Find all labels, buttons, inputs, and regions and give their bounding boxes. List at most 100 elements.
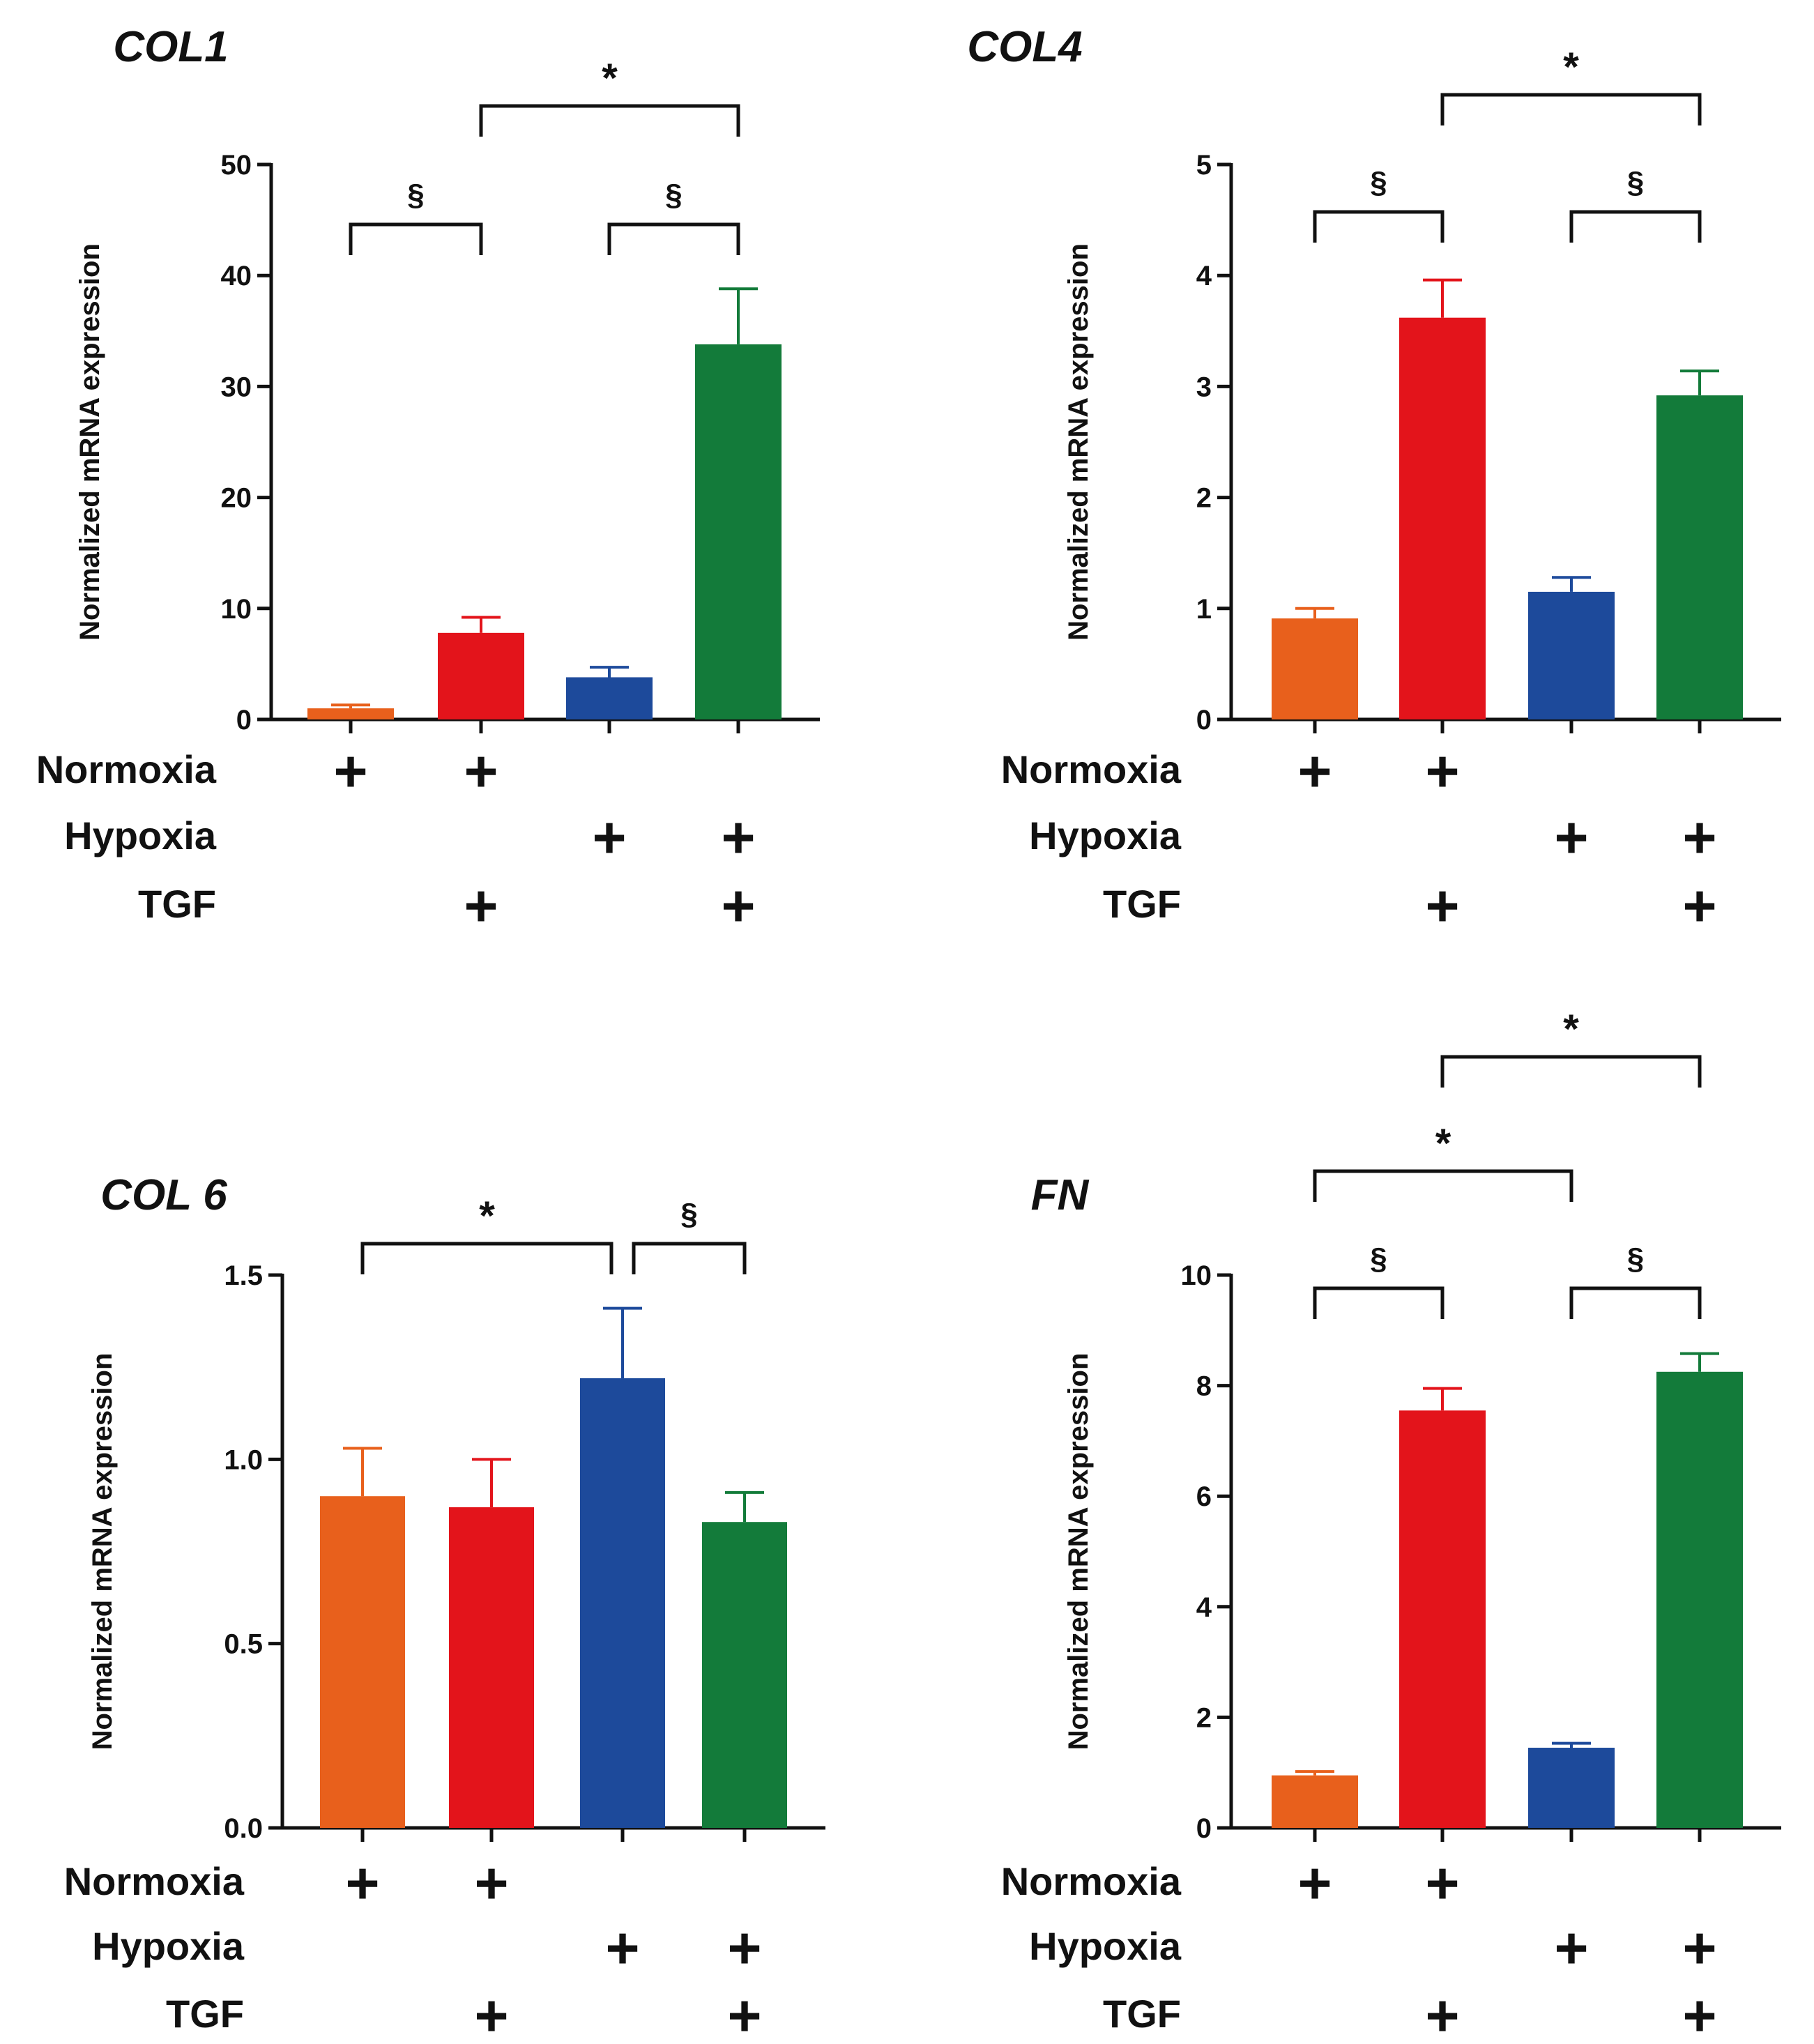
y-tick-label: 50 bbox=[221, 150, 252, 181]
significance-bracket bbox=[360, 1242, 613, 1274]
condition-plus-marker: + bbox=[1554, 1915, 1588, 1981]
condition-plus-marker: + bbox=[721, 804, 755, 870]
bar bbox=[1272, 618, 1358, 719]
bar bbox=[1656, 395, 1743, 719]
significance-bracket bbox=[1440, 93, 1702, 125]
significance-label: § bbox=[1627, 1242, 1644, 1276]
bar bbox=[449, 1507, 534, 1828]
y-tick-label: 5 bbox=[1196, 150, 1212, 181]
y-tick-label: 6 bbox=[1196, 1481, 1212, 1512]
significance-label: * bbox=[1435, 1121, 1451, 1166]
significance-bracket bbox=[1313, 1286, 1445, 1319]
condition-row-label: Normoxia bbox=[64, 1859, 245, 1903]
condition-plus-marker: + bbox=[474, 1850, 508, 1916]
condition-row-label: Hypoxia bbox=[64, 814, 217, 857]
condition-plus-marker: + bbox=[1425, 1983, 1459, 2044]
y-tick-label: 40 bbox=[221, 261, 252, 291]
bar bbox=[307, 708, 394, 719]
significance-bracket bbox=[1313, 1169, 1573, 1202]
condition-plus-marker: + bbox=[1682, 804, 1716, 870]
condition-plus-marker: + bbox=[1297, 738, 1332, 804]
significance-bracket bbox=[479, 104, 740, 137]
significance-bracket bbox=[632, 1242, 747, 1274]
significance-bracket bbox=[1440, 1055, 1702, 1088]
y-tick-label: 20 bbox=[221, 483, 252, 514]
condition-plus-marker: + bbox=[474, 1983, 508, 2044]
y-tick-label: 1.5 bbox=[224, 1260, 263, 1291]
condition-row-label: TGF bbox=[138, 882, 216, 926]
condition-plus-marker: + bbox=[1425, 1850, 1459, 1916]
condition-row-label: Hypoxia bbox=[1029, 1924, 1182, 1968]
y-tick-label: 0 bbox=[1196, 1813, 1212, 1844]
y-tick-label: 10 bbox=[1181, 1260, 1212, 1291]
bar bbox=[566, 677, 653, 719]
bar bbox=[1528, 591, 1615, 719]
condition-plus-marker: + bbox=[464, 873, 498, 938]
bar bbox=[1399, 1410, 1486, 1828]
significance-label: § bbox=[680, 1197, 697, 1231]
y-tick-label: 0 bbox=[1196, 705, 1212, 735]
condition-plus-marker: + bbox=[1425, 873, 1459, 938]
condition-plus-marker: + bbox=[1554, 804, 1588, 870]
y-tick-label: 10 bbox=[221, 594, 252, 625]
chart-title: COL1 bbox=[113, 23, 228, 71]
y-axis-label: Normalized mRNA expression bbox=[1063, 1353, 1094, 1751]
condition-plus-marker: + bbox=[1425, 738, 1459, 804]
condition-plus-marker: + bbox=[1682, 1983, 1716, 2044]
significance-label: § bbox=[1627, 165, 1644, 199]
y-tick-label: 8 bbox=[1196, 1371, 1212, 1402]
chart-title: COL4 bbox=[967, 23, 1082, 71]
bar bbox=[695, 344, 782, 719]
y-tick-label: 0.0 bbox=[224, 1813, 263, 1844]
significance-label: * bbox=[1563, 1007, 1579, 1052]
bar bbox=[1656, 1371, 1743, 1828]
condition-plus-marker: + bbox=[727, 1983, 761, 2044]
condition-row-label: TGF bbox=[166, 1992, 244, 2036]
chart-panel-3: COL 6 Normalized mRNA expression 0.0 0.5 1.0… bbox=[64, 1171, 825, 2044]
bar bbox=[1272, 1775, 1358, 1828]
condition-row-label: Normoxia bbox=[36, 747, 217, 791]
bar bbox=[1399, 317, 1486, 719]
significance-label: § bbox=[665, 178, 682, 212]
y-tick-label: 3 bbox=[1196, 372, 1212, 402]
condition-plus-marker: + bbox=[605, 1915, 639, 1981]
bar bbox=[438, 632, 524, 719]
condition-row-label: Hypoxia bbox=[92, 1924, 245, 1968]
significance-label: § bbox=[1370, 1242, 1387, 1276]
bar bbox=[702, 1522, 787, 1828]
chart-panel-1: COL1 Normalized mRNA expression 0 10 20 30 40 5… bbox=[36, 23, 820, 938]
condition-plus-marker: + bbox=[1682, 873, 1716, 938]
bar bbox=[1528, 1748, 1615, 1828]
y-tick-label: 1 bbox=[1196, 594, 1212, 625]
bar bbox=[580, 1378, 665, 1828]
significance-bracket bbox=[349, 222, 483, 255]
y-tick-label: 1.0 bbox=[224, 1444, 263, 1475]
y-tick-label: 2 bbox=[1196, 1702, 1212, 1733]
condition-plus-marker: + bbox=[333, 738, 367, 804]
y-tick-label: 0.5 bbox=[224, 1629, 263, 1660]
condition-plus-marker: + bbox=[721, 873, 755, 938]
y-axis-label: Normalized mRNA expression bbox=[75, 243, 105, 641]
chart-title: FN bbox=[1031, 1171, 1090, 1219]
significance-bracket bbox=[1313, 210, 1445, 243]
y-tick-label: 0 bbox=[236, 705, 252, 735]
chart-title: COL 6 bbox=[100, 1171, 227, 1219]
condition-plus-marker: + bbox=[345, 1850, 379, 1916]
condition-row-label: Hypoxia bbox=[1029, 814, 1182, 857]
y-tick-label: 4 bbox=[1196, 261, 1212, 291]
condition-row-label: TGF bbox=[1103, 1992, 1181, 2036]
significance-label: * bbox=[602, 56, 618, 101]
y-axis-label: Normalized mRNA expression bbox=[87, 1353, 118, 1751]
condition-plus-marker: + bbox=[464, 738, 498, 804]
y-tick-label: 2 bbox=[1196, 483, 1212, 514]
y-tick-label: 30 bbox=[221, 372, 252, 402]
significance-label: § bbox=[1370, 165, 1387, 199]
condition-row-label: Normoxia bbox=[1001, 1859, 1182, 1903]
significance-bracket bbox=[607, 222, 740, 255]
bar bbox=[320, 1496, 405, 1828]
condition-plus-marker: + bbox=[592, 804, 626, 870]
significance-bracket bbox=[1569, 210, 1702, 243]
chart-panel-4: FN Normalized mRNA expression 0 2 4 6 8 10 § § * * N… bbox=[1001, 1007, 1781, 2044]
condition-plus-marker: + bbox=[1297, 1850, 1332, 1916]
